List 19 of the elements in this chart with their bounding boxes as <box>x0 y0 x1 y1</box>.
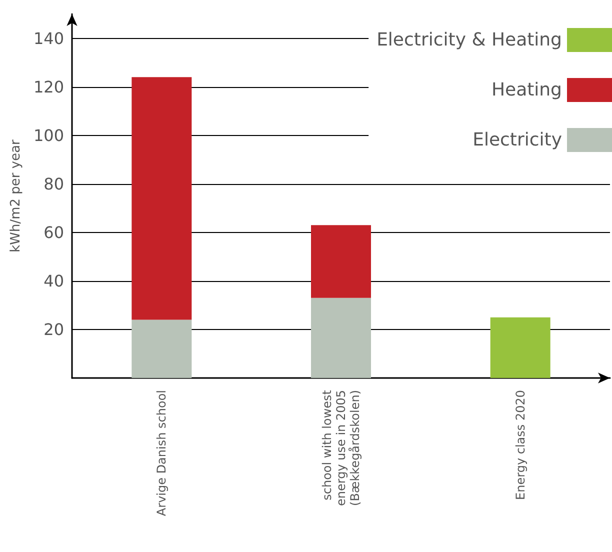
legend-label: Electricity <box>472 130 562 150</box>
x-tick-label: Arvige Danish school <box>154 390 169 516</box>
legend-label: Heating <box>491 80 562 100</box>
y-tick-label: 80 <box>44 174 64 194</box>
x-tick-label: school with lowest energy use in 2005 (Bækkegårdskolen) <box>320 390 362 506</box>
y-tick-label: 40 <box>44 271 64 290</box>
bar <box>132 320 192 378</box>
x-tick-label: Energy class 2020 <box>513 390 528 500</box>
y-tick-label: 120 <box>33 77 64 96</box>
y-tick-label: 140 <box>33 28 64 48</box>
y-tick-label: 20 <box>44 320 64 339</box>
bar <box>132 77 192 320</box>
bar <box>490 317 550 378</box>
bar <box>311 298 371 378</box>
y-tick-label: 60 <box>44 222 64 242</box>
bar <box>311 225 371 298</box>
legend-label: Electricity & Heating <box>376 30 562 50</box>
y-axis-title: kWh/m2 per year <box>8 138 24 252</box>
y-tick-label: 100 <box>33 126 64 145</box>
